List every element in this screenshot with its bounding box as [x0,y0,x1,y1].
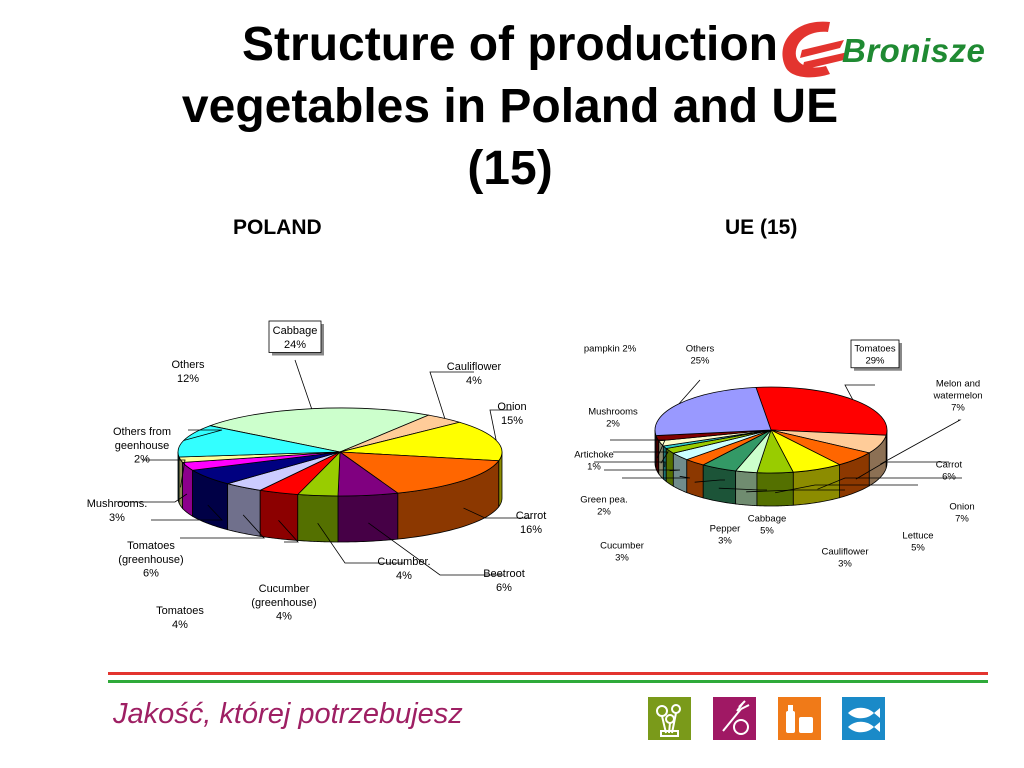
slice-label-cucumber-greenhouse: Cucumber (greenhouse) 4% [251,583,316,623]
footer-green-line [108,680,988,683]
slice-label-onion: Onion 7% [949,502,974,525]
slice-label-cabbage: Cabbage 5% [748,514,787,537]
leader-line-cabbage [718,487,767,491]
label-box-cabbage [268,320,322,353]
chart-title-poland: POLAND [233,216,322,239]
leader-line-cucumber [622,475,691,479]
slice-label-mushrooms: Mushrooms 2% [588,407,638,430]
leader-line-others-from-geenhouse [142,459,186,488]
leader-line-tomatoes-greenhouse [151,504,223,521]
slice-label-tomatoes: Tomatoes 4% [156,605,204,631]
leader-line-mushrooms [613,451,669,464]
logo-text: Bronisze [842,32,986,69]
pie-side-cauliflower [735,470,758,507]
slice-label-pampkin: pampkin 2% [584,344,637,355]
pie-slice-cabbage [208,407,430,453]
slice-label-others-from-geenhouse: Others from geenhouse 2% [113,426,171,466]
slice-label-tomatoes: Tomatoes 29% [854,344,895,367]
leader-line-artichoke [594,461,666,468]
leader-line-others [183,429,223,441]
flowers-icon [648,697,691,740]
slice-label-green-pea: Green pea. 2% [580,495,628,518]
pie-slice-others [177,425,341,458]
groceries-icon [778,697,821,740]
slice-label-lettuce: Lettuce 5% [902,531,933,554]
leader-line-pampkin [610,439,666,459]
pie-slice-carrot [338,451,500,494]
leader-line-others [678,379,701,405]
leader-line-onion [817,477,962,490]
leader-line-tomatoes [844,384,875,400]
pie-side-lettuce [756,471,794,507]
leader-line-onion [489,409,512,441]
footer-red-line [108,672,988,675]
leader-line-cauliflower [429,371,474,419]
slice-label-cabbage: Cabbage 24% [273,325,318,351]
pie-slice-tomatoes [755,386,888,436]
slice-label-cucumber: Cucumber. 4% [377,556,430,582]
leader-line-beetroot [368,522,504,576]
slice-label-onion: Onion 15% [497,401,526,427]
leader-line-cucumber [317,522,404,564]
pie-slice-others [654,386,772,436]
pie-side-pepper [686,458,704,499]
vegetables-icon [713,697,756,740]
footer-slogan: Jakość, której potrzebujesz [113,698,463,730]
slice-label-cauliflower: Cauliflower 4% [447,361,502,387]
leader-line-melon-and-watermelon [880,419,962,465]
slice-label-cucumber: Cucumber 3% [600,541,644,564]
slice-label-mushrooms: Mushrooms. 3% [87,498,148,524]
fish-icon [842,697,885,740]
leader-line-cucumber-greenhouse [278,520,299,543]
slice-label-beetroot: Beetroot 6% [483,568,525,594]
leader-line-green-pea [604,469,681,472]
slice-label-others: Others 12% [171,359,205,385]
slice-label-pepper: Pepper 3% [710,524,741,547]
leader-line-pepper [694,479,725,483]
leader-line-cauliflower [746,489,845,493]
leader-line-mushrooms [117,493,188,503]
slice-label-others: Others 25% [686,344,715,367]
page-title: Structure of production vegetables in Po… [181,18,839,195]
label-box-tomatoes [850,339,900,369]
slice-label-carrot: Carrot 16% [516,510,547,536]
leader-line-cabbage [294,359,313,409]
slice-label-tomatoes-greenhouse: Tomatoes (greenhouse) 6% [118,540,183,580]
logo-swoosh-icon [782,21,848,78]
pie-side-green-pea [665,447,674,487]
slice-label-artichoke: Artichoke 1% [574,450,614,473]
slice-label-melon-and-watermelon: Melon and watermelon 7% [932,379,982,414]
pie-side-cabbage [702,464,737,505]
bronisze-logo: Bronisze [772,14,987,84]
leader-line-carrot [855,461,949,480]
leader-line-carrot [463,507,531,519]
chart-title-ue: UE (15) [725,216,798,239]
slice-label-cauliflower: Cauliflower 3% [822,547,869,570]
leader-line-tomatoes [180,514,265,539]
slice-label-carrot: Carrot 6% [936,460,963,483]
